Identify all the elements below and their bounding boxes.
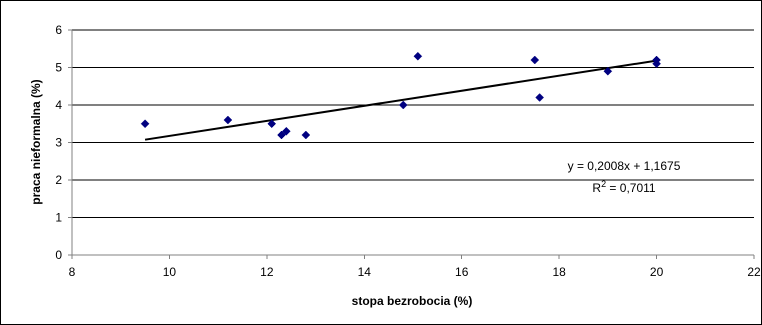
data-point: [398, 100, 408, 110]
y-tick-label-4: 4: [55, 98, 62, 112]
data-point: [140, 119, 150, 129]
y-tick-label-6: 6: [55, 23, 62, 37]
y-tick-label-1: 1: [55, 211, 62, 225]
data-point: [535, 93, 545, 102]
x-tick-label-18: 18: [552, 265, 566, 279]
trendline: [144, 59, 657, 141]
trendline-equation: y = 0,2008x + 1,1675: [568, 159, 681, 173]
x-tick-label-10: 10: [163, 265, 177, 279]
data-point: [281, 126, 291, 136]
data-point: [603, 66, 613, 76]
data-point: [413, 51, 423, 61]
x-axis-title: stopa bezrobocia (%): [352, 294, 473, 308]
data-point: [301, 130, 311, 140]
data-point: [223, 115, 233, 125]
r-squared-symbol: R: [592, 181, 601, 195]
gridlines: [72, 29, 754, 218]
x-tick-label-14: 14: [358, 265, 372, 279]
x-tick-label-8: 8: [69, 265, 76, 279]
trendline-group: [144, 59, 657, 141]
r-squared-value: = 0,7011: [606, 181, 656, 195]
x-tick-label-22: 22: [747, 265, 761, 279]
data-point: [530, 55, 540, 65]
y-tick-label-5: 5: [55, 61, 62, 75]
data-points: [140, 51, 661, 140]
y-tick-label-3: 3: [55, 136, 62, 150]
axes: [68, 29, 755, 259]
r-squared-superscript: 2: [601, 179, 606, 189]
y-tick-label-0: 0: [55, 248, 62, 262]
x-tick-label-12: 12: [260, 265, 274, 279]
data-point: [277, 130, 286, 140]
y-axis-title: praca nieformalna (%): [29, 79, 43, 204]
y-tick-label-2: 2: [55, 173, 62, 187]
data-point: [267, 119, 277, 129]
r-squared-label: R2 = 0,7011: [592, 179, 656, 195]
x-tick-label-16: 16: [455, 265, 469, 279]
data-point: [652, 59, 661, 69]
x-tick-label-20: 20: [650, 265, 664, 279]
